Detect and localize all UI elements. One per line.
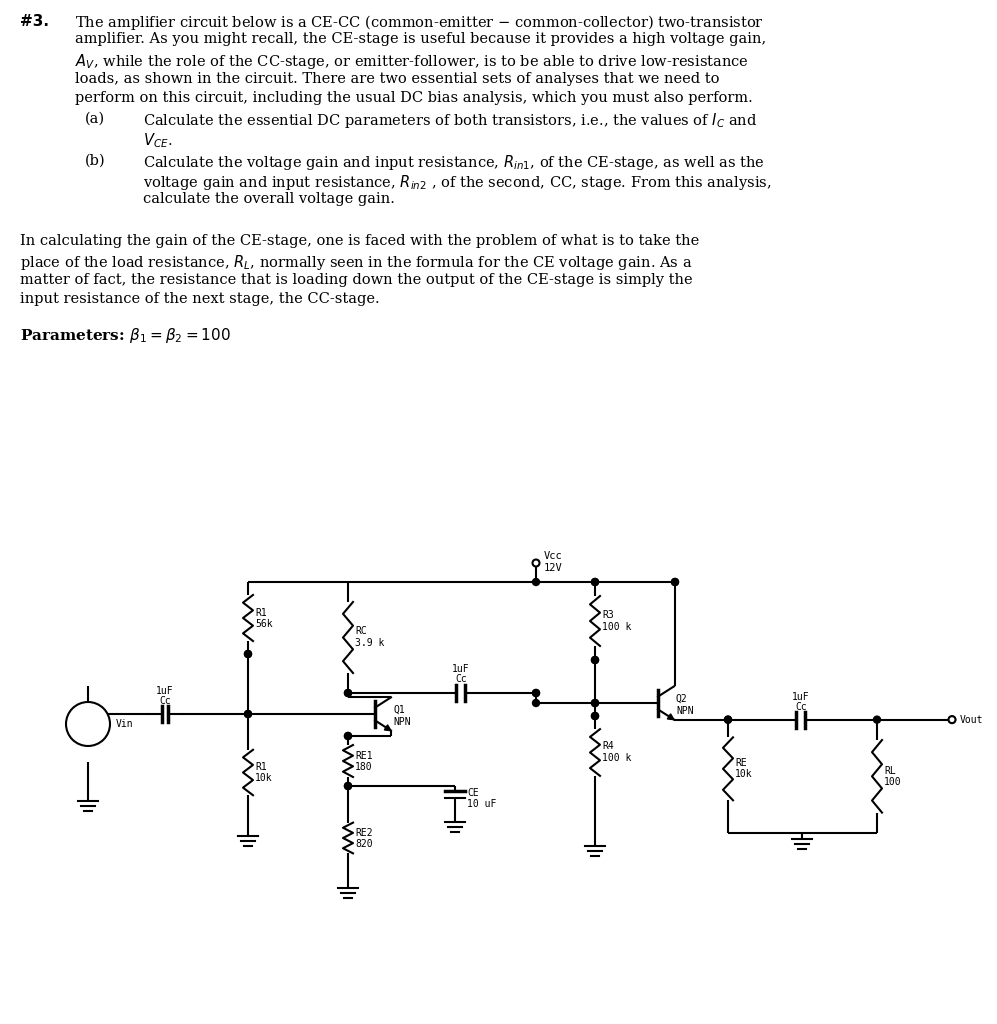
Text: 3.9 k: 3.9 k [355,638,385,648]
Circle shape [532,689,539,696]
Text: 1uF: 1uF [157,686,173,696]
Text: loads, as shown in the circuit. There are two essential sets of analyses that we: loads, as shown in the circuit. There ar… [75,72,720,85]
Text: (b): (b) [85,154,106,168]
Circle shape [244,650,251,657]
Text: R4: R4 [602,741,614,751]
Circle shape [345,732,352,739]
Circle shape [591,656,598,664]
Circle shape [591,579,598,586]
Circle shape [591,699,598,707]
Text: matter of fact, the resistance that is loading down the output of the CE-stage i: matter of fact, the resistance that is l… [20,273,693,287]
Text: Parameters: $\beta_1 = \beta_2 = 100$: Parameters: $\beta_1 = \beta_2 = 100$ [20,326,231,345]
Text: RL: RL [884,766,895,776]
Circle shape [672,579,679,586]
Text: RE: RE [735,758,747,768]
Text: 100 k: 100 k [602,753,631,763]
Text: Cc: Cc [796,701,807,712]
Circle shape [66,702,110,746]
Text: 10k: 10k [735,769,753,779]
Text: 10k: 10k [255,773,272,783]
Text: 820: 820 [355,839,373,849]
Text: (a): (a) [85,112,105,126]
Circle shape [244,711,251,718]
Circle shape [725,716,732,723]
Circle shape [672,579,679,586]
Circle shape [345,689,352,696]
Text: place of the load resistance, $R_L$, normally seen in the formula for the CE vol: place of the load resistance, $R_L$, nor… [20,254,692,272]
Text: R1: R1 [255,608,267,618]
Polygon shape [667,714,674,720]
Text: NPN: NPN [676,706,694,716]
Circle shape [591,713,598,720]
Circle shape [345,689,352,696]
Text: −: − [77,728,86,738]
Circle shape [532,559,539,566]
Circle shape [345,732,352,739]
Text: $V_{CE}$.: $V_{CE}$. [143,131,172,150]
Polygon shape [384,725,391,731]
Circle shape [244,650,251,657]
Text: Q2: Q2 [676,694,688,705]
Text: $A_V$, while the role of the CC-stage, or emitter-follower, is to be able to dri: $A_V$, while the role of the CC-stage, o… [75,52,749,71]
Text: 180: 180 [355,762,373,772]
Text: R1: R1 [255,762,267,772]
Circle shape [345,782,352,790]
Text: Vout: Vout [960,715,983,725]
Circle shape [591,713,598,720]
Text: 56k: 56k [255,618,272,629]
Text: perform on this circuit, including the usual DC bias analysis, which you must al: perform on this circuit, including the u… [75,91,753,105]
Text: voltage gain and input resistance, $R_{in2}$ , of the second, CC, stage. From th: voltage gain and input resistance, $R_{i… [143,173,772,193]
Text: 10 uF: 10 uF [467,799,497,809]
Text: RC: RC [355,626,367,636]
Circle shape [725,716,732,723]
Text: Calculate the voltage gain and input resistance, $R_{in1}$, of the CE-stage, as : Calculate the voltage gain and input res… [143,154,765,172]
Text: RE2: RE2 [355,828,373,838]
Text: amplifier. As you might recall, the CE-stage is useful because it provides a hig: amplifier. As you might recall, the CE-s… [75,33,767,46]
Text: calculate the overall voltage gain.: calculate the overall voltage gain. [143,193,395,207]
Circle shape [591,699,598,707]
Circle shape [532,689,539,696]
Text: Vin: Vin [116,719,134,729]
Circle shape [591,656,598,664]
Text: Vcc: Vcc [544,551,562,561]
Text: 100: 100 [884,777,901,787]
Circle shape [591,579,598,586]
Text: Cc: Cc [160,696,170,706]
Circle shape [873,716,880,723]
Text: Calculate the essential DC parameters of both transistors, i.e., the values of $: Calculate the essential DC parameters of… [143,112,758,130]
Text: 100 k: 100 k [602,622,631,632]
Text: input resistance of the next stage, the CC-stage.: input resistance of the next stage, the … [20,293,380,306]
Circle shape [532,699,539,707]
Text: Cc: Cc [455,674,467,684]
Circle shape [345,782,352,790]
Circle shape [948,716,955,723]
Text: CE: CE [467,788,479,798]
Text: Q1: Q1 [393,705,405,715]
Circle shape [532,579,539,586]
Circle shape [948,716,955,723]
Text: In calculating the gain of the CE-stage, one is faced with the problem of what i: In calculating the gain of the CE-stage,… [20,234,699,248]
Text: RE1: RE1 [355,751,373,761]
Text: 12V: 12V [544,563,562,573]
Text: NPN: NPN [393,717,411,727]
Text: #3.: #3. [20,14,49,29]
Text: +: + [77,710,86,720]
Text: 1uF: 1uF [793,691,810,701]
Text: R3: R3 [602,610,614,620]
Text: V: V [89,718,98,730]
Text: 1uF: 1uF [453,664,470,674]
Text: The amplifier circuit below is a CE-CC (common-emitter $-$ common-collector) two: The amplifier circuit below is a CE-CC (… [75,13,764,32]
Circle shape [244,711,251,718]
